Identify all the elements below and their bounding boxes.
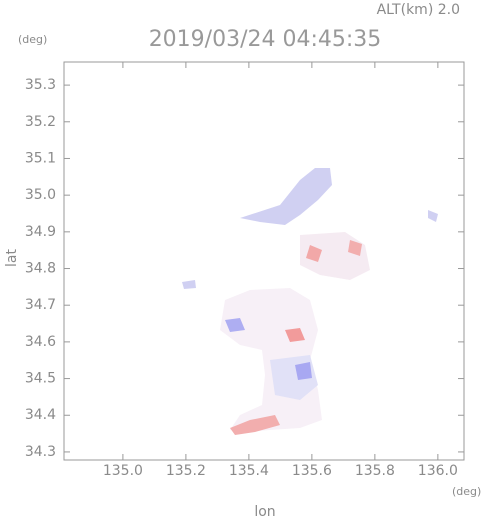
y-tick-label: 34.7: [25, 297, 56, 313]
x-tick-label: 135.6: [292, 463, 332, 479]
y-tick-label: 34.9: [25, 224, 56, 240]
x-tick-label: 136.0: [418, 463, 458, 479]
echo: [348, 240, 362, 256]
y-tick-label: 34.8: [25, 261, 56, 277]
echo: [230, 415, 280, 435]
chart-title: 2019/03/24 04:45:35: [149, 27, 382, 52]
y-tick-label: 35.2: [25, 114, 56, 130]
y-tick-label: 34.3: [25, 444, 56, 460]
x-axis-label: lon: [254, 504, 275, 520]
annotation: ALT(km) 2.0: [377, 2, 460, 18]
y-axis-label: lat: [4, 249, 20, 267]
x-unit: (deg): [452, 485, 481, 498]
echo: [240, 168, 332, 225]
y-tick-label: 34.6: [25, 334, 56, 350]
x-tick-label: 135.0: [103, 463, 143, 479]
echo: [306, 245, 322, 262]
echo: [182, 280, 196, 289]
echo: [225, 318, 245, 332]
echo: [295, 362, 312, 380]
y-tick-label: 34.5: [25, 371, 56, 387]
echo: [428, 210, 438, 222]
y-tick-label: 35.3: [25, 77, 56, 93]
y-tick-label: 34.4: [25, 407, 56, 423]
plot-frame: [63, 61, 465, 461]
y-unit: (deg): [18, 33, 47, 46]
echo: [285, 328, 305, 342]
y-tick-label: 35.0: [25, 187, 56, 203]
radar-field: [182, 168, 438, 435]
x-tick-label: 135.4: [229, 463, 269, 479]
x-tick-label: 135.8: [355, 463, 395, 479]
x-tick-label: 135.2: [166, 463, 206, 479]
y-tick-label: 35.1: [25, 150, 56, 166]
